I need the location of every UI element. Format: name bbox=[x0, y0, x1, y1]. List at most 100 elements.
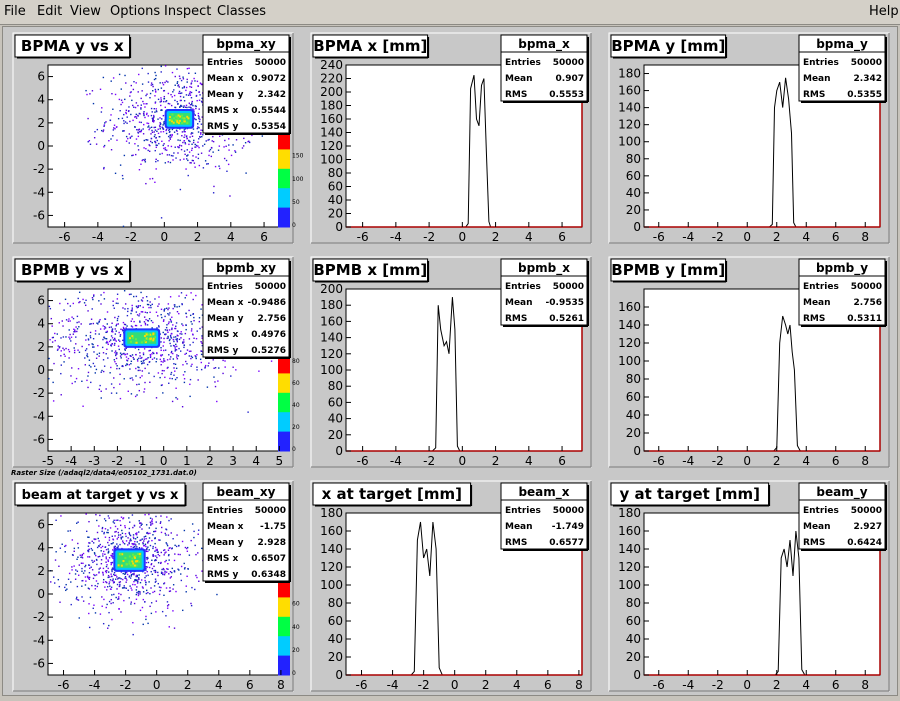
y-tick-label: 0 bbox=[37, 363, 45, 377]
x-tick-label: 6 bbox=[558, 454, 566, 468]
scatter-point bbox=[153, 131, 155, 133]
scatter-point bbox=[98, 300, 100, 302]
x-tick-label: -6 bbox=[357, 454, 369, 468]
scatter-point bbox=[195, 95, 198, 97]
scatter-point bbox=[139, 539, 141, 542]
scatter-point bbox=[56, 349, 59, 351]
scatter-point bbox=[84, 570, 86, 572]
y-tick-label: 140 bbox=[320, 331, 343, 345]
scatter-point bbox=[143, 114, 145, 117]
scatter-point bbox=[103, 291, 105, 294]
scatter-point bbox=[162, 83, 165, 86]
scatter-point bbox=[173, 340, 175, 343]
scatter-point bbox=[89, 93, 91, 95]
menu-classes[interactable]: Classes bbox=[217, 4, 266, 19]
scatter-point bbox=[114, 316, 116, 319]
menu-help[interactable]: Help bbox=[869, 4, 899, 19]
menu-view[interactable]: View bbox=[70, 4, 101, 19]
menu-edit[interactable]: Edit bbox=[37, 4, 63, 19]
menu-options[interactable]: Options bbox=[110, 4, 161, 19]
scatter-point bbox=[64, 355, 66, 357]
scatter-point bbox=[196, 369, 198, 371]
scatter-point bbox=[157, 132, 160, 135]
scatter-point bbox=[102, 555, 104, 557]
scatter-point bbox=[119, 333, 122, 336]
x-tick-label: -6 bbox=[653, 230, 665, 244]
scatter-point bbox=[107, 515, 110, 517]
scatter-point bbox=[122, 130, 124, 132]
x-tick-label: -6 bbox=[357, 230, 369, 244]
scatter-point bbox=[151, 520, 153, 522]
scatter-point bbox=[128, 142, 130, 144]
scatter-point bbox=[87, 310, 89, 312]
scatter-point bbox=[60, 355, 62, 357]
scatter-point bbox=[141, 523, 143, 525]
root-canvas[interactable]: 150 100 50 0 -6 -4 -2 0 2 4 6 -6 -4 -2 0 2 4 6 BPMA y vs x… bbox=[2, 26, 898, 696]
scatter-point bbox=[168, 307, 170, 309]
scatter-point bbox=[176, 130, 178, 132]
scatter-point bbox=[167, 604, 170, 606]
scatter-point bbox=[179, 92, 182, 95]
scatter-point bbox=[117, 345, 120, 347]
scatter-point bbox=[111, 337, 114, 339]
density-hot-cell bbox=[138, 560, 141, 563]
scatter-point bbox=[115, 330, 117, 332]
scatter-point bbox=[144, 159, 146, 162]
scatter-point bbox=[75, 598, 78, 600]
scatter-point bbox=[157, 98, 160, 101]
scatter-point bbox=[88, 603, 90, 605]
scatter-point bbox=[105, 121, 107, 123]
scatter-point bbox=[166, 324, 168, 326]
y-tick-label: -6 bbox=[33, 208, 45, 222]
scatter-point bbox=[69, 305, 72, 307]
x-tick-label: -4 bbox=[682, 454, 694, 468]
scatter-point bbox=[182, 106, 185, 109]
scatter-point bbox=[100, 390, 102, 392]
scatter-point bbox=[89, 335, 92, 337]
scatter-point bbox=[73, 349, 76, 352]
scatter-point bbox=[116, 365, 118, 367]
scatter-point bbox=[179, 77, 181, 80]
scatter-point bbox=[148, 540, 150, 542]
scatter-point bbox=[169, 312, 171, 314]
scatter-point bbox=[106, 564, 108, 566]
scatter-point bbox=[154, 88, 157, 91]
scatter-point bbox=[107, 571, 110, 573]
scatter-point bbox=[157, 553, 159, 556]
scatter-point bbox=[153, 78, 156, 81]
menu-inspect[interactable]: Inspect bbox=[164, 4, 212, 19]
scatter-point bbox=[131, 543, 133, 545]
scatter-point bbox=[89, 567, 91, 569]
scatter-point bbox=[85, 580, 87, 582]
scatter-point bbox=[186, 363, 188, 365]
density-hot-cell bbox=[178, 119, 181, 122]
scatter-point bbox=[185, 360, 187, 363]
density-hot-cell bbox=[124, 556, 127, 559]
scatter-point bbox=[95, 580, 98, 582]
scatter-point bbox=[110, 573, 112, 575]
scatter-point bbox=[155, 74, 157, 77]
y-tick-label: 140 bbox=[618, 318, 641, 332]
density-hot-cell bbox=[152, 333, 155, 336]
scatter-point bbox=[127, 390, 129, 392]
scatter-point bbox=[201, 344, 203, 347]
scatter-point bbox=[137, 91, 139, 93]
scatter-point bbox=[82, 572, 85, 574]
plot-pad-bpma_x: -6 -4 -2 0 2 4 6020406080100120140160180200220… bbox=[310, 32, 592, 244]
scatter-point bbox=[114, 360, 116, 363]
scatter-point bbox=[168, 128, 171, 131]
scatter-point bbox=[70, 375, 72, 377]
scatter-point bbox=[114, 350, 117, 352]
palette-tick-label: 40 bbox=[292, 402, 300, 409]
scatter-point bbox=[129, 534, 132, 537]
scatter-point bbox=[172, 324, 174, 326]
scatter-point bbox=[115, 357, 118, 360]
scatter-point bbox=[140, 291, 142, 294]
stats-value: 0.5553 bbox=[549, 90, 584, 100]
scatter-point bbox=[135, 305, 138, 308]
x-tick-label: 1 bbox=[183, 454, 191, 468]
menu-file[interactable]: File bbox=[4, 4, 26, 19]
scatter-point bbox=[97, 545, 100, 547]
scatter-point bbox=[149, 304, 152, 307]
